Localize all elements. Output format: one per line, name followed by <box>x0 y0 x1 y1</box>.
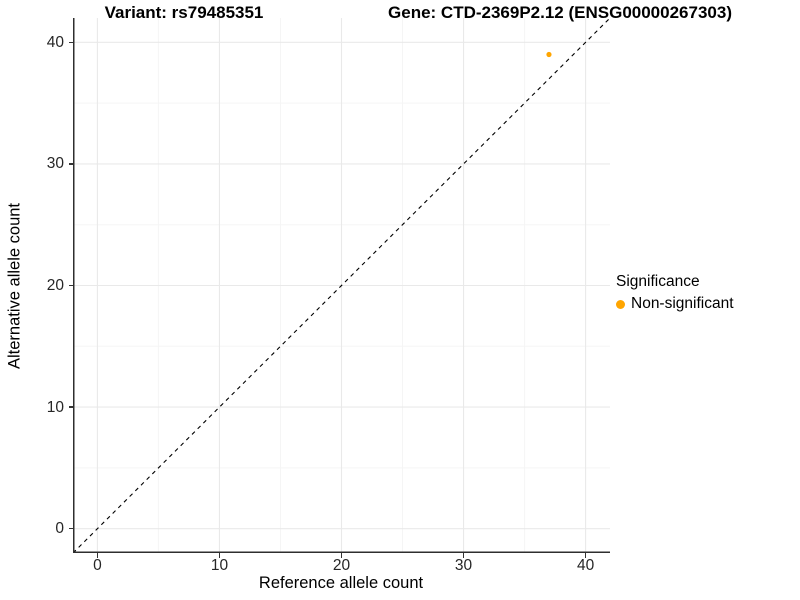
y-tick-label: 30 <box>46 155 64 173</box>
x-tick-label: 0 <box>93 557 102 574</box>
x-tick-mark <box>96 553 99 558</box>
identity-line <box>72 17 611 554</box>
variant-title: Variant: rs79485351 <box>104 3 264 22</box>
y-tick-mark <box>68 284 73 287</box>
y-tick-mark <box>68 527 73 530</box>
legend-item-label: Non-significant <box>631 295 734 312</box>
data-point <box>546 51 552 58</box>
y-tick-mark <box>68 41 73 44</box>
x-tick-mark <box>584 553 587 558</box>
legend: Significance Non-significant <box>616 273 734 313</box>
x-axis-title: Reference allele count <box>258 574 424 592</box>
y-tick-label: 0 <box>55 520 64 538</box>
x-tick-label: 10 <box>210 557 229 574</box>
y-tick-label: 20 <box>46 277 64 294</box>
plot-canvas <box>72 17 611 554</box>
y-tick-label: 10 <box>46 398 64 416</box>
y-tick-mark <box>68 406 73 408</box>
x-tick-mark <box>218 553 221 558</box>
plot-panel <box>72 17 611 554</box>
x-tick-mark <box>340 553 343 558</box>
gene-title: Gene: CTD-2369P2.12 (ENSG00000267303) <box>388 3 732 22</box>
x-tick-label: 20 <box>332 557 351 574</box>
y-axis-title: Alternative allele count <box>5 202 24 370</box>
legend-point-icon <box>616 299 625 309</box>
y-tick-label: 40 <box>46 33 64 51</box>
y-tick-mark <box>68 163 73 165</box>
legend-item-non-significant: Non-significant <box>616 295 734 313</box>
legend-title: Significance <box>616 273 700 290</box>
x-tick-label: 30 <box>454 557 473 574</box>
x-tick-mark <box>462 553 465 558</box>
x-tick-label: 40 <box>576 557 595 574</box>
